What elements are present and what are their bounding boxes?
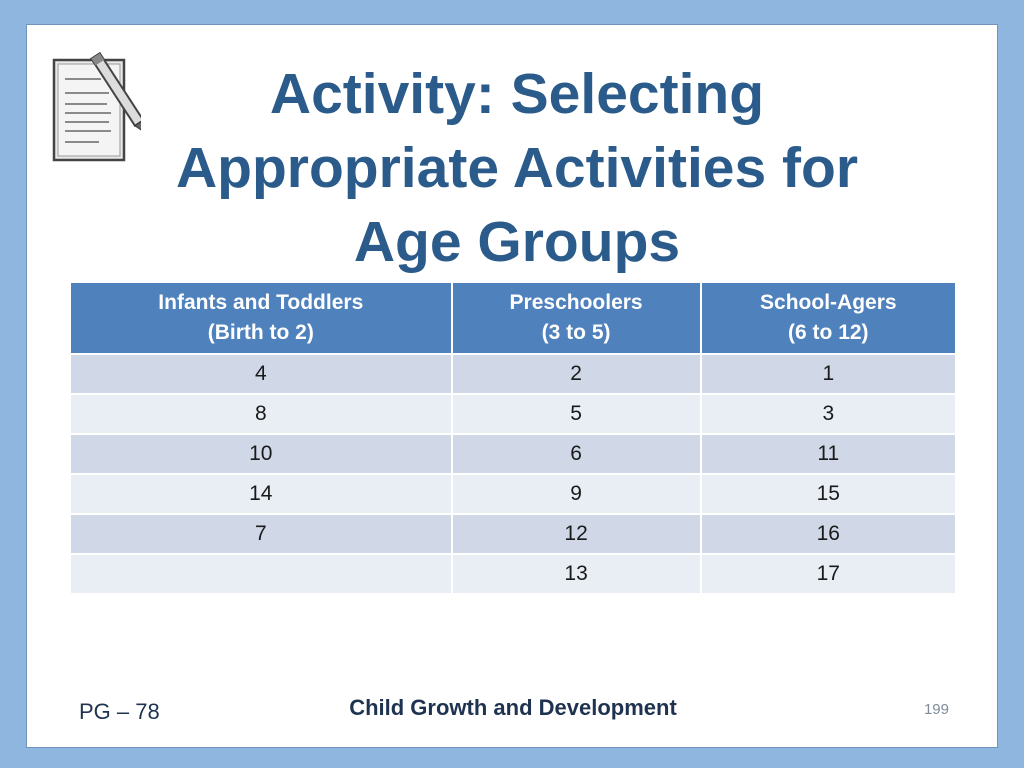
slide-title: Activity: Selecting Appropriate Activiti… bbox=[127, 57, 907, 279]
table-cell: 7 bbox=[69, 513, 453, 555]
slide-number: 199 bbox=[923, 701, 949, 718]
notepad-with-pen-icon bbox=[51, 47, 147, 167]
header-age-range: (Birth to 2) bbox=[207, 321, 314, 344]
header-age-range: (3 to 5) bbox=[541, 321, 611, 344]
table-cell: 8 bbox=[69, 393, 453, 435]
table-cell: 14 bbox=[69, 473, 453, 515]
table-row: 4 2 1 bbox=[69, 353, 958, 395]
course-title: Child Growth and Development bbox=[349, 695, 677, 720]
table-cell: 2 bbox=[450, 353, 702, 395]
column-header-infants: Infants and Toddlers (Birth to 2) bbox=[69, 281, 453, 355]
table-cell: 4 bbox=[69, 353, 453, 395]
column-header-preschoolers: Preschoolers (3 to 5) bbox=[450, 281, 702, 355]
table-cell bbox=[69, 553, 453, 595]
table-row: 8 5 3 bbox=[69, 393, 958, 435]
age-groups-table: Infants and Toddlers (Birth to 2) Presch… bbox=[69, 281, 958, 595]
page-reference: PG – 78 bbox=[79, 699, 160, 724]
table-row: 14 9 15 bbox=[69, 473, 958, 515]
table-cell: 3 bbox=[699, 393, 958, 435]
table-row: 10 6 11 bbox=[69, 433, 958, 475]
table-cell: 12 bbox=[450, 513, 702, 555]
table-cell: 16 bbox=[699, 513, 958, 555]
table-row: 7 12 16 bbox=[69, 513, 958, 555]
table-cell: 10 bbox=[69, 433, 453, 475]
table-cell: 13 bbox=[450, 553, 702, 595]
table-cell: 9 bbox=[450, 473, 702, 515]
table-cell: 11 bbox=[699, 433, 958, 475]
table-cell: 5 bbox=[450, 393, 702, 435]
table-cell: 6 bbox=[450, 433, 702, 475]
header-label: Infants and Toddlers bbox=[158, 291, 364, 314]
header-label: Preschoolers bbox=[509, 291, 643, 314]
header-age-range: (6 to 12) bbox=[788, 321, 869, 344]
header-label: School-Agers bbox=[760, 291, 897, 314]
slide-title-line: Age Groups bbox=[353, 210, 681, 274]
table-cell: 17 bbox=[699, 553, 958, 595]
table-header-row: Infants and Toddlers (Birth to 2) Presch… bbox=[69, 281, 958, 355]
slide: Activity: Selecting Appropriate Activiti… bbox=[26, 24, 998, 748]
slide-title-line: Appropriate Activities for bbox=[176, 136, 858, 200]
table-cell: 15 bbox=[699, 473, 958, 515]
slide-title-line: Activity: Selecting bbox=[269, 62, 765, 126]
table-cell: 1 bbox=[699, 353, 958, 395]
column-header-school-agers: School-Agers (6 to 12) bbox=[699, 281, 958, 355]
table-row: 13 17 bbox=[69, 553, 958, 595]
